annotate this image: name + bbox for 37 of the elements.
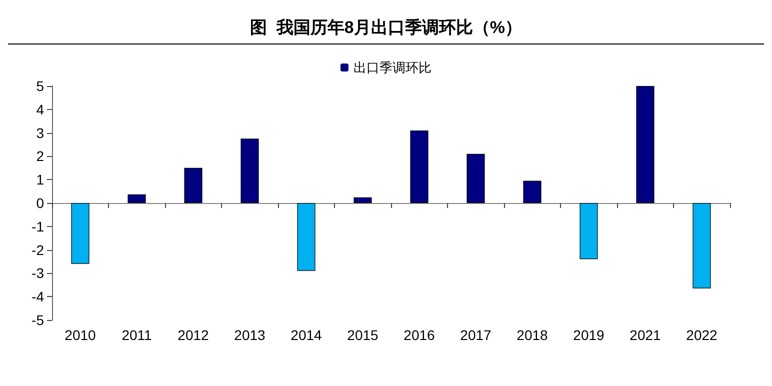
x-tick-label: 2012 [178, 327, 210, 343]
bar [354, 197, 372, 203]
y-tick-label: -4 [32, 288, 44, 305]
bar [184, 168, 202, 203]
bar [692, 203, 711, 288]
x-tick-label: 2018 [516, 327, 548, 343]
y-tick-label: 0 [36, 195, 44, 211]
bar [240, 138, 259, 203]
bar [71, 203, 90, 264]
bar [636, 86, 654, 203]
bar [580, 203, 598, 260]
y-tick-label: -3 [32, 265, 44, 282]
y-tick-label: 3 [36, 124, 44, 141]
y-tick-label: 1 [36, 172, 44, 188]
legend-label: 出口季调环比 [354, 60, 432, 75]
x-tick-label: 2015 [347, 327, 379, 343]
x-tick-label: 2019 [573, 327, 605, 343]
y-tick-label: 5 [36, 78, 44, 94]
y-tick-label: -5 [32, 312, 44, 328]
bar [410, 130, 428, 203]
y-tick-label: 2 [36, 148, 44, 164]
x-tick-label: 2010 [64, 327, 96, 343]
x-tick-label: 2014 [290, 327, 322, 343]
y-tick-label: -2 [32, 242, 44, 258]
x-tick-label: 2016 [404, 327, 436, 343]
bar [297, 203, 316, 271]
x-tick-label: 2013 [234, 327, 266, 343]
bar [523, 180, 542, 203]
y-tick-label: -1 [32, 218, 44, 234]
x-tick-label: 2021 [630, 327, 662, 343]
y-tick-label: 4 [36, 101, 44, 118]
x-tick-label: 2011 [122, 327, 152, 343]
bar [466, 154, 485, 203]
chart-title: 图 我国历年8月出口季调环比（%） [250, 18, 522, 37]
x-tick-label: 2017 [460, 327, 492, 343]
x-tick-label: 2022 [686, 327, 718, 343]
bar [128, 194, 146, 203]
